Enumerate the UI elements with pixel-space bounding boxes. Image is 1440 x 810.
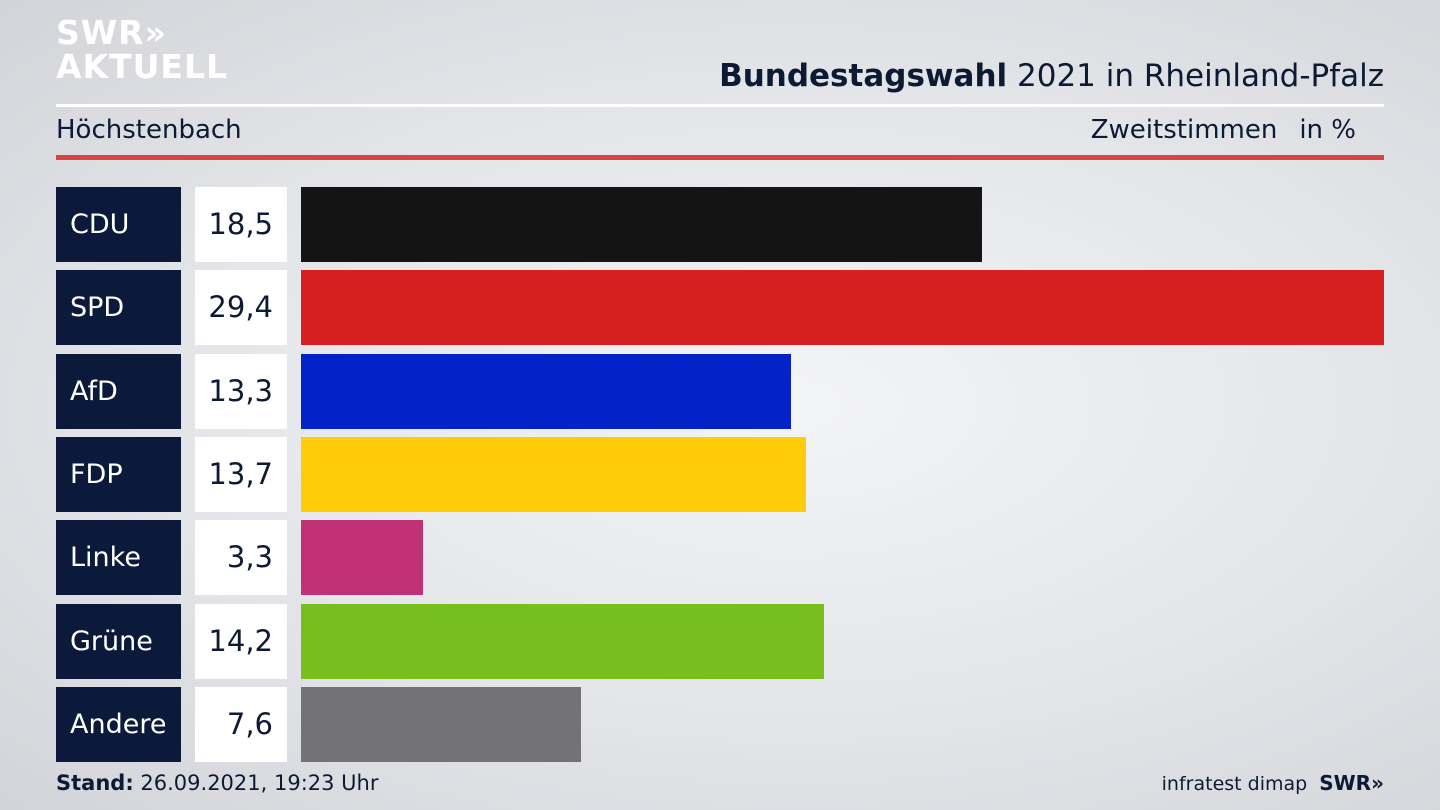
chart-title: Bundestagswahl 2021 in Rheinland-Pfalz [719, 58, 1384, 94]
bar-row: AfD 13,3 [0, 353, 1440, 429]
bar [301, 436, 806, 512]
swr-brand-logo: SWR» [1319, 771, 1384, 795]
bar [301, 520, 423, 596]
bar [301, 686, 581, 762]
bar-row: Andere 7,6 [0, 686, 1440, 762]
party-label: Andere [56, 686, 181, 762]
value-label: 13,7 [195, 436, 287, 512]
bar [301, 187, 982, 262]
value-label: 7,6 [195, 686, 287, 762]
party-label: Grüne [56, 603, 181, 679]
stand-label: Stand: [56, 771, 134, 795]
bar-row: Grüne 14,2 [0, 603, 1440, 679]
stand-value: 26.09.2021, 19:23 Uhr [133, 771, 379, 795]
bar [301, 603, 824, 679]
measure-unit: in % [1299, 115, 1356, 145]
logo-line-swr: SWR» [56, 13, 167, 52]
bar-row: FDP 13,7 [0, 436, 1440, 512]
source-name: infratest dimap [1161, 773, 1308, 795]
value-label: 13,3 [195, 353, 287, 429]
timestamp: Stand: 26.09.2021, 19:23 Uhr [56, 771, 379, 795]
source-credit: infratest dimap SWR» [1162, 771, 1384, 795]
measure-label: Zweitstimmen in % [1091, 115, 1356, 145]
title-rest: 2021 in Rheinland-Pfalz [1007, 58, 1384, 94]
header-divider [56, 104, 1384, 107]
region-label: Höchstenbach [56, 115, 242, 145]
logo-line-aktuell: AKTUELL [56, 47, 229, 86]
bar-row: CDU 18,5 [0, 187, 1440, 262]
value-label: 14,2 [195, 603, 287, 679]
measure-name: Zweitstimmen [1090, 115, 1278, 145]
bar [301, 353, 791, 429]
party-label: SPD [56, 270, 181, 346]
title-bold: Bundestagswahl [719, 58, 1008, 94]
party-label: CDU [56, 187, 181, 262]
party-label: FDP [56, 436, 181, 512]
party-label: AfD [56, 353, 181, 429]
swr-aktuell-logo: SWR» AKTUELL [56, 16, 228, 84]
value-label: 3,3 [195, 520, 287, 596]
party-label: Linke [56, 520, 181, 596]
value-label: 29,4 [195, 270, 287, 346]
bar-row: Linke 3,3 [0, 520, 1440, 596]
value-label: 18,5 [195, 187, 287, 262]
bar-row: SPD 29,4 [0, 270, 1440, 346]
bar [301, 270, 1384, 346]
accent-divider [56, 155, 1384, 160]
